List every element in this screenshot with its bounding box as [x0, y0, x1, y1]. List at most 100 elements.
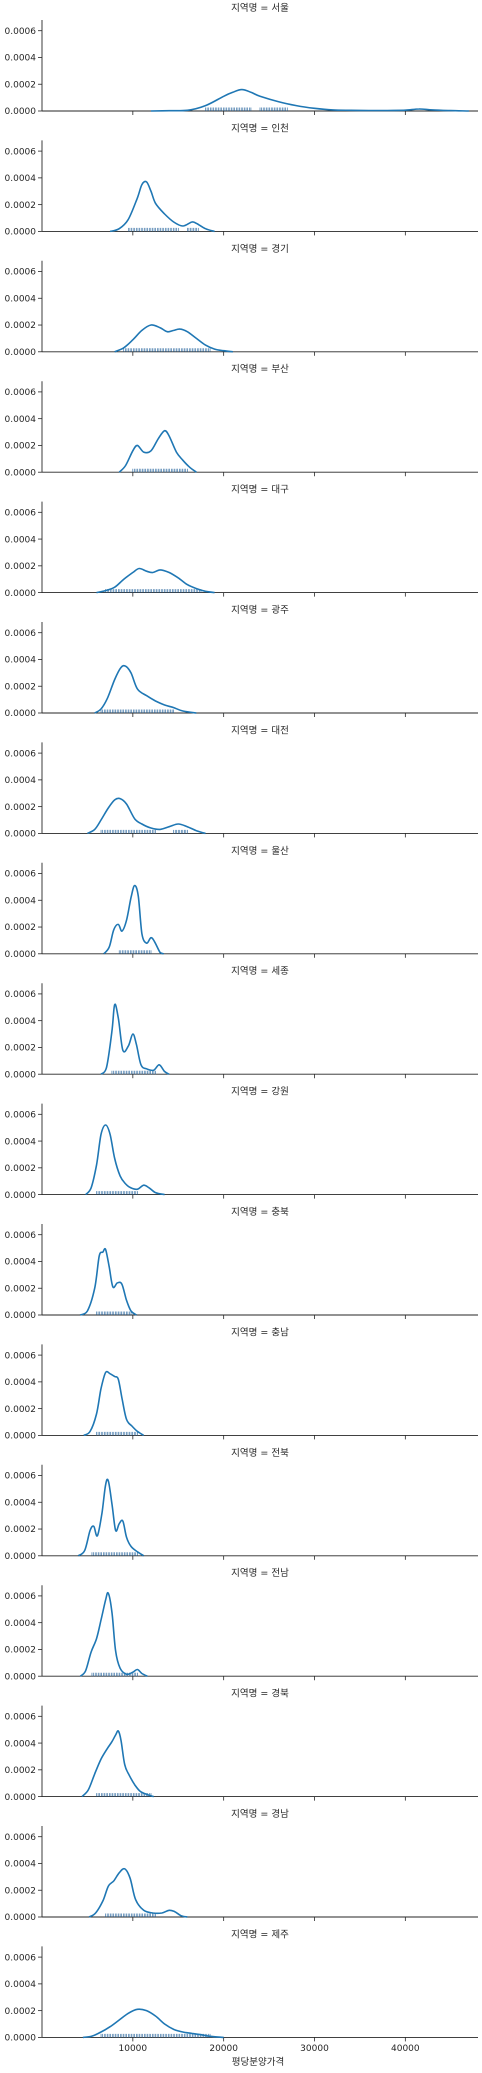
kde-line	[79, 1591, 148, 1677]
y-tick-label: 0.0002	[5, 442, 37, 452]
x-tick-label: 10000	[119, 2044, 148, 2054]
y-tick-label: 0.0004	[5, 1980, 37, 1990]
facet-panel: 지역명 = 대전 0.0000 0.0002 0.0004 0.0006	[5, 725, 478, 840]
kde-line	[81, 1730, 154, 1798]
y-tick-label: 0.0002	[5, 562, 37, 572]
y-tick-label: 0.0006	[5, 870, 37, 880]
facet-panel: 지역명 = 부산 0.0000 0.0002 0.0004 0.0006	[5, 364, 478, 478]
facet-title: 지역명 = 대전	[231, 725, 289, 736]
kde-line	[79, 1247, 137, 1316]
kde-line	[82, 2008, 224, 2039]
y-tick-label: 0.0006	[5, 1111, 37, 1121]
facet-panel: 지역명 = 세종 0.0000 0.0002 0.0004 0.0006	[5, 966, 478, 1080]
kde-line	[114, 324, 233, 353]
y-tick-label: 0.0000	[5, 348, 37, 358]
y-tick-label: 0.0002	[5, 1164, 37, 1174]
facet-title: 지역명 = 세종	[231, 966, 289, 977]
y-tick-label: 0.0002	[5, 321, 37, 331]
y-tick-label: 0.0006	[5, 147, 37, 157]
y-tick-label: 0.0002	[5, 923, 37, 933]
facet-title: 지역명 = 충남	[231, 1327, 289, 1338]
y-tick-label: 0.0000	[5, 1070, 37, 1080]
y-tick-label: 0.0006	[5, 509, 37, 519]
y-tick-label: 0.0004	[5, 535, 37, 545]
y-tick-label: 0.0006	[5, 1472, 37, 1482]
facet-title: 지역명 = 전북	[231, 1448, 289, 1459]
facet-panel: 지역명 = 경기 0.0000 0.0002 0.0004 0.0006	[5, 243, 478, 358]
facet-title: 지역명 = 경남	[231, 1808, 289, 1820]
y-tick-label: 0.0004	[5, 1739, 37, 1749]
facet-title: 지역명 = 울산	[231, 846, 289, 857]
y-tick-label: 0.0000	[5, 228, 37, 238]
y-tick-label: 0.0006	[5, 1231, 37, 1241]
y-tick-label: 0.0004	[5, 1017, 37, 1027]
facet-title: 지역명 = 강원	[231, 1087, 289, 1098]
y-tick-label: 0.0004	[5, 415, 37, 425]
y-tick-label: 0.0006	[5, 1833, 37, 1843]
kde-line	[118, 429, 197, 473]
kde-line	[88, 1867, 188, 1918]
y-tick-label: 0.0004	[5, 1860, 37, 1870]
facet-panel: 지역명 = 제주 0.0000 0.0002 0.0004 0.0006 10000 200…	[5, 1929, 478, 2054]
y-tick-label: 0.0000	[5, 107, 37, 117]
kde-line	[103, 884, 164, 955]
y-tick-label: 0.0002	[5, 1284, 37, 1294]
y-tick-label: 0.0004	[5, 1378, 37, 1388]
facet-panel: 지역명 = 경남 0.0000 0.0002 0.0004 0.0006	[5, 1808, 478, 1923]
y-tick-label: 0.0000	[5, 950, 37, 960]
facet-panel: 지역명 = 서울 0.0000 0.0002 0.0004 0.0006	[5, 3, 478, 117]
y-tick-label: 0.0006	[5, 1713, 37, 1723]
y-tick-label: 0.0000	[5, 1913, 37, 1923]
y-tick-label: 0.0006	[5, 990, 37, 1000]
y-tick-label: 0.0006	[5, 629, 37, 639]
y-tick-label: 0.0006	[5, 1592, 37, 1602]
y-tick-label: 0.0004	[5, 656, 37, 666]
y-tick-label: 0.0002	[5, 1766, 37, 1776]
y-tick-label: 0.0002	[5, 1646, 37, 1656]
x-tick-label: 30000	[300, 2044, 329, 2054]
y-tick-label: 0.0004	[5, 1137, 37, 1147]
y-tick-label: 0.0004	[5, 896, 37, 906]
y-tick-label: 0.0004	[5, 776, 37, 786]
y-tick-label: 0.0004	[5, 54, 37, 64]
facet-title: 지역명 = 제주	[231, 1929, 289, 1940]
y-tick-label: 0.0000	[5, 709, 37, 719]
facet-panel: 지역명 = 강원 0.0000 0.0002 0.0004 0.0006	[5, 1087, 478, 1201]
y-tick-label: 0.0000	[5, 589, 37, 599]
facet-panel: 지역명 = 전북 0.0000 0.0002 0.0004 0.0006	[5, 1448, 478, 1562]
facet-panel: 지역명 = 충북 0.0000 0.0002 0.0004 0.0006	[5, 1207, 478, 1321]
facet-title: 지역명 = 대구	[231, 485, 289, 496]
facet-title: 지역명 = 전남	[231, 1568, 289, 1579]
y-tick-label: 0.0002	[5, 1525, 37, 1535]
kde-line	[109, 180, 215, 233]
facet-panel: 지역명 = 인천 0.0000 0.0002 0.0004 0.0006	[5, 123, 478, 238]
kde-line	[77, 1478, 145, 1557]
y-tick-label: 0.0000	[5, 2034, 37, 2044]
y-tick-label: 0.0000	[5, 830, 37, 840]
y-tick-label: 0.0000	[5, 1311, 37, 1321]
x-tick-label: 40000	[391, 2044, 420, 2054]
y-tick-label: 0.0002	[5, 1886, 37, 1896]
facet-title: 지역명 = 경기	[231, 243, 289, 255]
facet-panel: 지역명 = 대구 0.0000 0.0002 0.0004 0.0006	[5, 485, 478, 599]
y-tick-label: 0.0002	[5, 803, 37, 813]
facet-title: 지역명 = 서울	[231, 3, 289, 14]
facet-title: 지역명 = 부산	[231, 364, 289, 375]
kde-line	[83, 1370, 145, 1437]
facet-panel: 지역명 = 경북 0.0000 0.0002 0.0004 0.0006	[5, 1688, 478, 1803]
y-tick-label: 0.0006	[5, 1351, 37, 1361]
facet-panel: 지역명 = 전남 0.0000 0.0002 0.0004 0.0006	[5, 1568, 478, 1682]
kde-line	[150, 88, 469, 112]
y-tick-label: 0.0000	[5, 1552, 37, 1562]
y-tick-label: 0.0000	[5, 1191, 37, 1201]
y-tick-label: 0.0006	[5, 388, 37, 398]
kde-line	[96, 567, 215, 594]
facet-panel: 지역명 = 광주 0.0000 0.0002 0.0004 0.0006	[5, 604, 478, 719]
y-tick-label: 0.0000	[5, 1672, 37, 1682]
kde-line	[94, 664, 197, 714]
facet-title: 지역명 = 광주	[231, 604, 289, 616]
facet-title: 지역명 = 충북	[231, 1207, 289, 1218]
facet-title: 지역명 = 경북	[231, 1688, 289, 1700]
